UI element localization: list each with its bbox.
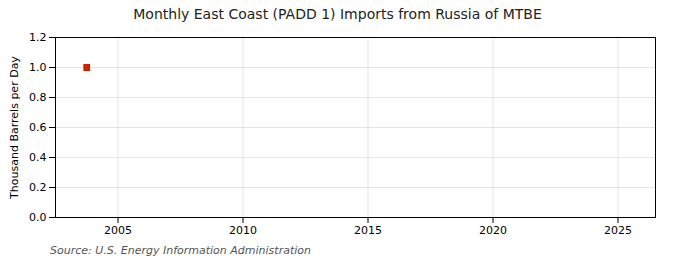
svg-text:0.2: 0.2: [29, 181, 47, 194]
svg-text:2025: 2025: [604, 224, 632, 237]
svg-text:0.4: 0.4: [29, 151, 47, 164]
svg-text:1.2: 1.2: [29, 31, 47, 44]
svg-text:0.8: 0.8: [29, 91, 47, 104]
svg-text:2010: 2010: [229, 224, 257, 237]
svg-text:0.0: 0.0: [29, 211, 47, 224]
html-text:Source: U.S. Energy Informatio: Source: U.S. Energy Information Administ…: [50, 244, 311, 257]
svg-text:2005: 2005: [104, 224, 132, 237]
svg-text:Thousand Barrels per Day: Thousand Barrels per Day: [8, 56, 21, 200]
svg-text:2015: 2015: [354, 224, 382, 237]
svg-text:1.0: 1.0: [29, 61, 47, 74]
html-text:Monthly East Coast (PADD 1) Im: Monthly East Coast (PADD 1) Imports from…: [133, 6, 542, 22]
svg-text:2020: 2020: [479, 224, 507, 237]
svg-text:0.6: 0.6: [29, 121, 47, 134]
